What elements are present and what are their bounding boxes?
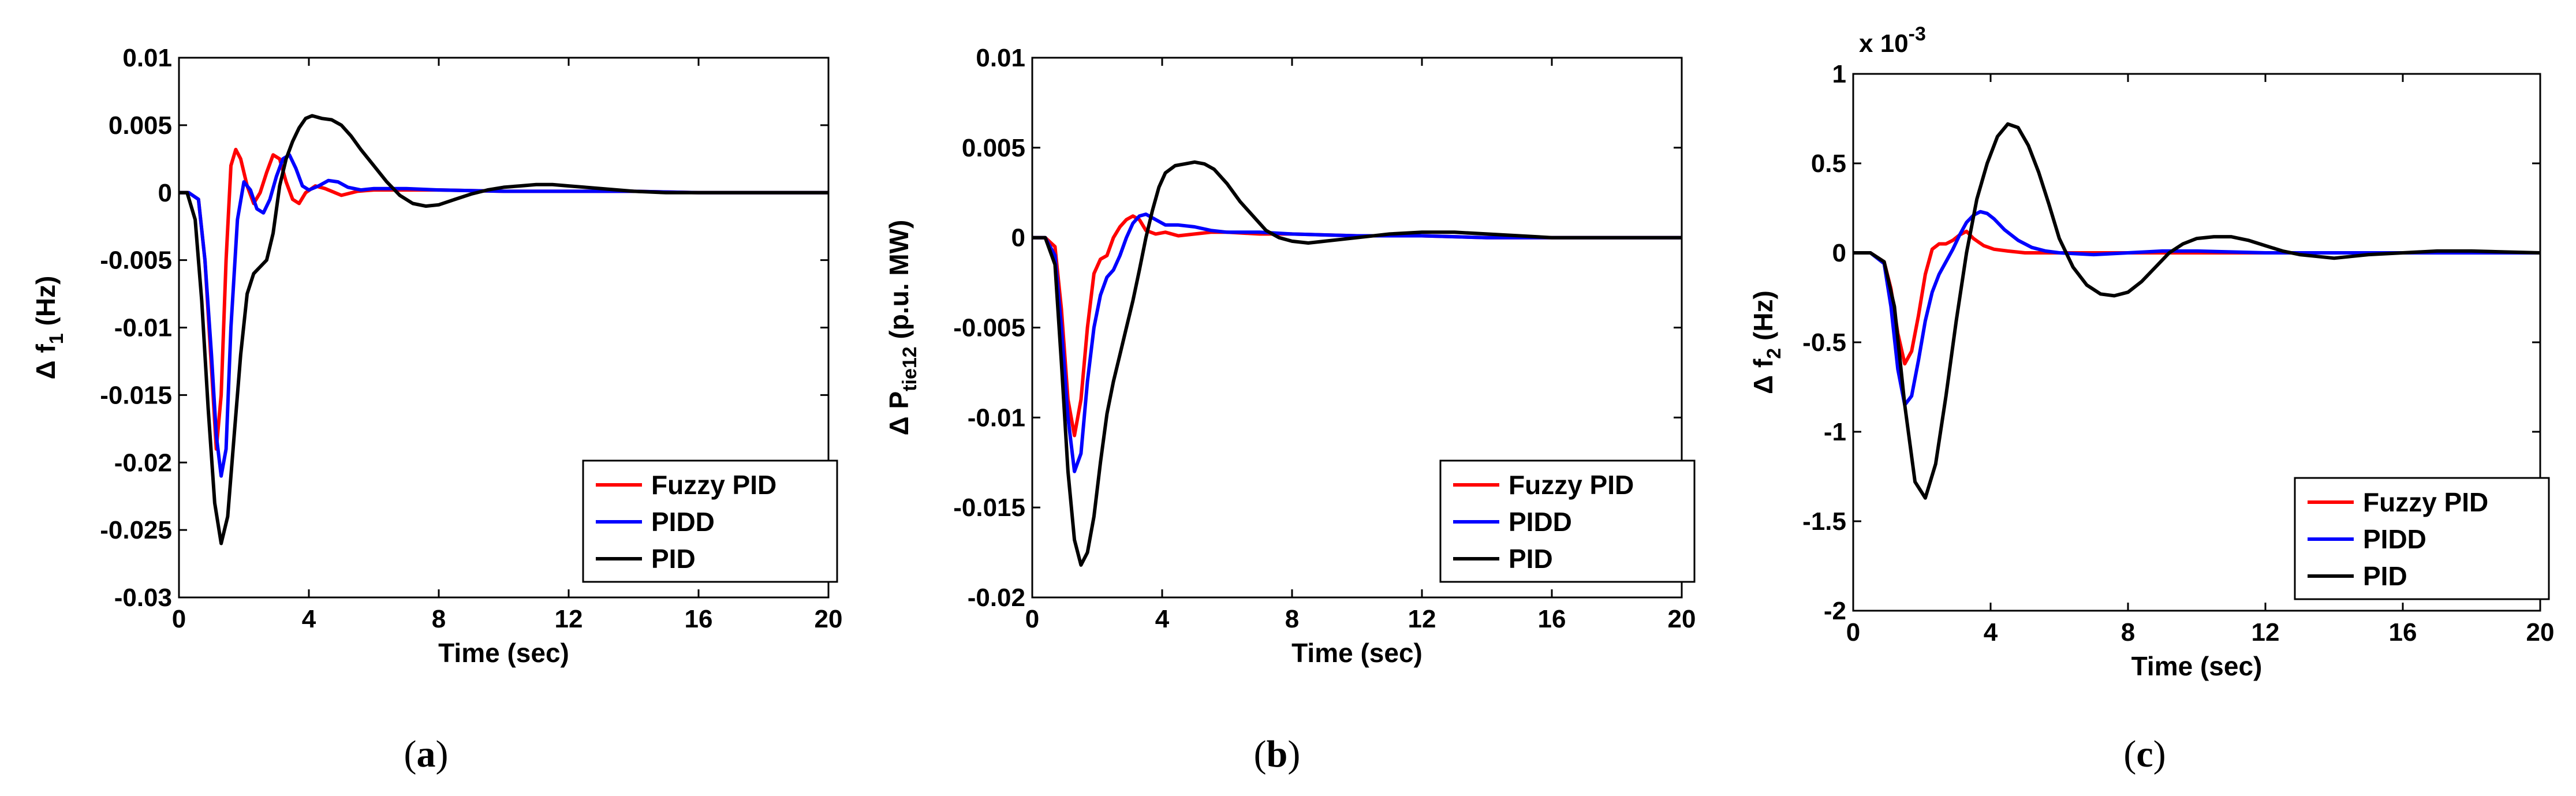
chart-a-xtick-label: 16 <box>685 605 713 633</box>
chart-b-xtick-label: 4 <box>1155 605 1170 633</box>
chart-c-xtick-label: 8 <box>2121 618 2135 646</box>
chart-c-series-pid-line <box>1853 122 2540 500</box>
chart-a-series-pid-line <box>179 114 828 545</box>
chart-a: 0 4 8 12 16 20 -0.03 -0.025 -0.02 -0.015 -0.01 -0.0… <box>31 44 842 775</box>
chart-b-series-pid-line <box>1032 160 1682 567</box>
chart-b-ylabel-suffix: (p.u. MW) <box>884 220 914 347</box>
chart-b-xlabel: Time (sec) <box>1291 638 1423 668</box>
chart-a-legend-label-fuzzy-pid: Fuzzy PID <box>651 470 776 500</box>
chart-b-ylabel: Δ Ptie12 (p.u. MW) <box>884 220 921 436</box>
chart-b-ytick-label: -0.02 <box>968 584 1025 612</box>
chart-c-ytick-label: 0 <box>1832 239 1846 267</box>
chart-a-ytick-label: 0.005 <box>109 111 172 140</box>
chart-b-ytick-label: 0.005 <box>962 134 1025 162</box>
chart-a-caption: (a) <box>404 733 449 775</box>
chart-c-multiplier: x 10-3 <box>1859 23 1926 58</box>
chart-c-xtick-label: 12 <box>2252 618 2280 646</box>
chart-c-xlabel: Time (sec) <box>2131 651 2263 681</box>
chart-b-legend-label-fuzzy-pid: Fuzzy PID <box>1509 470 1634 500</box>
chart-b-legend: Fuzzy PID PIDD PID <box>1439 459 1696 583</box>
chart-a-xtick-label: 4 <box>302 605 316 633</box>
chart-a-ytick-label: -0.02 <box>114 449 172 477</box>
chart-a-xtick-label: 8 <box>432 605 446 633</box>
chart-a-legend-label-pid: PID <box>651 544 696 574</box>
chart-b-xtick-label: 20 <box>1668 605 1696 633</box>
chart-c-multiplier-base: x 10 <box>1859 29 1909 58</box>
chart-c-ytick-label: 0.5 <box>1811 150 1846 178</box>
chart-c-legend: Fuzzy PID PIDD PID <box>2294 477 2550 600</box>
chart-b-caption: (b) <box>1254 733 1301 775</box>
chart-a-ytick-label: -0.01 <box>114 314 172 342</box>
chart-a-ytick-label: -0.015 <box>100 381 172 409</box>
chart-a-xtick-label: 0 <box>172 605 186 633</box>
chart-c-ytick-label: 1 <box>1832 60 1846 88</box>
chart-b-ytick-label: 0 <box>1011 224 1025 252</box>
chart-c-multiplier-exponent: -3 <box>1909 23 1926 45</box>
chart-a-ytick-label: -0.005 <box>100 246 172 275</box>
chart-c: 0 4 8 12 16 20 -2 -1.5 -1 -0.5 0 0.5 1 Time (sec) Δ f2… <box>1748 23 2554 775</box>
chart-a-ylabel-prefix: Δ f <box>31 344 61 380</box>
chart-b-ytick-label: -0.005 <box>953 314 1025 342</box>
chart-a-ytick-label: -0.03 <box>114 584 172 612</box>
chart-c-series-pidd-line <box>1853 210 2540 407</box>
chart-b-xtick-label: 8 <box>1285 605 1299 633</box>
chart-b-legend-label-pidd: PIDD <box>1509 507 1572 537</box>
chart-b-ytick-label: 0.01 <box>976 44 1025 72</box>
chart-a-series-fuzzy-pid-line <box>179 148 828 451</box>
chart-b-xtick-label: 0 <box>1025 605 1039 633</box>
chart-a-xlabel: Time (sec) <box>438 638 569 668</box>
chart-b-ylabel-sub: tie12 <box>899 346 921 391</box>
chart-c-ytick-label: -1.5 <box>1802 507 1846 536</box>
chart-a-xtick-label: 12 <box>555 605 583 633</box>
chart-b: 0 4 8 12 16 20 -0.02 -0.015 -0.01 -0.005 0 0.005 0.0… <box>884 44 1696 775</box>
chart-b-legend-label-pid: PID <box>1509 544 1553 574</box>
chart-a-legend: Fuzzy PID PIDD PID <box>582 459 838 583</box>
chart-c-ylabel-suffix: (Hz) <box>1748 290 1778 348</box>
chart-a-xtick-label: 20 <box>815 605 843 633</box>
chart-c-ylabel-sub: 2 <box>1763 348 1785 359</box>
chart-a-ytick-label: 0.01 <box>122 44 172 72</box>
chart-b-xtick-label: 16 <box>1538 605 1566 633</box>
chart-c-xtick-label: 16 <box>2389 618 2417 646</box>
chart-b-ylabel-prefix: Δ P <box>884 391 914 436</box>
chart-a-ylabel-sub: 1 <box>46 333 68 344</box>
chart-c-ylabel: Δ f2 (Hz) <box>1748 290 1785 394</box>
chart-a-caption-letter: a <box>417 733 436 775</box>
chart-c-xtick-label: 0 <box>1846 618 1860 646</box>
chart-a-ylabel-suffix: (Hz) <box>31 276 61 334</box>
chart-b-ytick-label: -0.01 <box>968 403 1025 432</box>
chart-c-caption-letter: c <box>2136 733 2153 775</box>
chart-c-ylabel-prefix: Δ f <box>1748 358 1778 394</box>
chart-a-ytick-label: 0 <box>158 179 172 207</box>
chart-c-ytick-label: -1 <box>1824 418 1846 446</box>
chart-b-caption-letter: b <box>1267 733 1288 775</box>
chart-c-xtick-label: 4 <box>1984 618 1998 646</box>
chart-b-series-pidd-line <box>1032 212 1682 473</box>
chart-c-legend-label-pid: PID <box>2363 561 2407 591</box>
chart-b-ytick-label: -0.015 <box>953 494 1025 522</box>
chart-b-xtick-label: 12 <box>1408 605 1436 633</box>
chart-a-ylabel: Δ f1 (Hz) <box>31 276 68 380</box>
chart-c-legend-label-fuzzy-pid: Fuzzy PID <box>2363 487 2488 517</box>
chart-c-legend-label-pidd: PIDD <box>2363 524 2426 554</box>
chart-c-xtick-label: 20 <box>2526 618 2555 646</box>
chart-a-ytick-label: -0.025 <box>100 516 172 544</box>
chart-c-caption: (c) <box>2123 733 2166 775</box>
chart-b-series-fuzzy-pid-line <box>1032 214 1682 438</box>
chart-a-legend-label-pidd: PIDD <box>651 507 715 537</box>
chart-c-ytick-label: -2 <box>1824 597 1846 625</box>
chart-c-ytick-label: -0.5 <box>1802 328 1846 357</box>
